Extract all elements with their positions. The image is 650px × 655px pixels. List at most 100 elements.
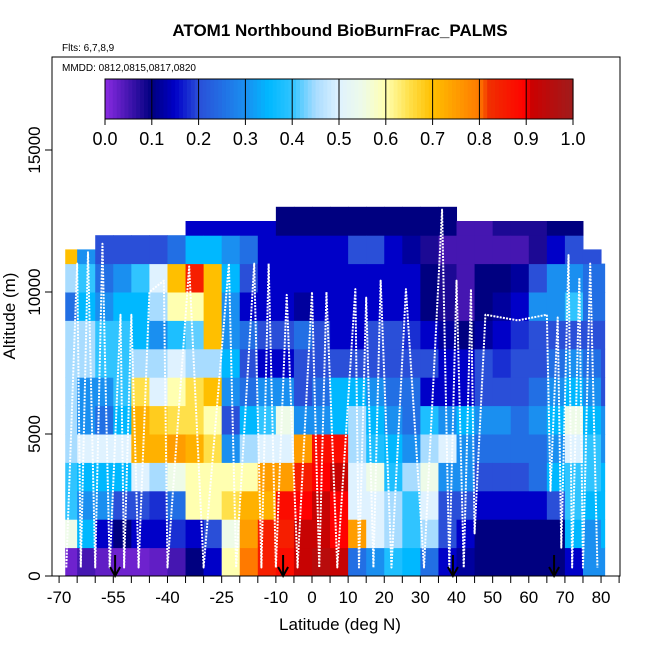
colorbar-segment — [342, 79, 348, 119]
heatmap-cell — [312, 235, 331, 265]
colorbar-segment — [444, 79, 449, 119]
heatmap-cell — [402, 263, 421, 293]
colorbar-tick-label: 0.9 — [514, 129, 539, 149]
heatmap-cell — [312, 434, 331, 463]
flight-track — [65, 208, 599, 569]
colorbar-segment — [541, 79, 547, 119]
colorbar-tick-label: 0.8 — [467, 129, 492, 149]
colorbar-segment — [471, 79, 477, 119]
heatmap-cell — [546, 348, 566, 378]
heatmap-cell — [185, 221, 205, 236]
colorbar-segment — [498, 79, 504, 119]
heatmap-cell — [528, 221, 548, 236]
heatmap-cell — [348, 519, 367, 549]
colorbar-segment — [381, 79, 387, 119]
heatmap-cell — [528, 235, 548, 265]
heatmap-cell — [203, 235, 223, 265]
heatmap-cell — [438, 377, 458, 407]
heatmap-cell — [474, 235, 494, 265]
heatmap-cell — [510, 292, 530, 321]
heatmap-cell — [402, 206, 421, 236]
heatmap-cell — [528, 434, 548, 463]
x-tick-label: 20 — [375, 588, 394, 607]
colorbar-segment — [432, 79, 438, 119]
heatmap-cell — [275, 263, 295, 293]
heatmap-cell — [492, 263, 512, 293]
heatmap-cell — [438, 405, 458, 435]
heatmap-cell — [456, 263, 476, 293]
heatmap-cell — [510, 547, 530, 577]
colorbar-segment — [155, 79, 161, 119]
heatmap-cell — [95, 263, 114, 293]
heatmap-cell — [149, 235, 168, 265]
colorbar-segment — [358, 79, 363, 119]
heatmap-cell — [77, 434, 96, 463]
colorbar-segment — [272, 79, 278, 119]
colorbar-segment — [495, 79, 500, 119]
colorbar: 0.0 0.1 0.2 0.3 0.4 0.5 0.6 0.7 0.8 0.9 1.0 — [92, 78, 586, 149]
heatmap-cell — [65, 462, 78, 492]
heatmap-cell — [601, 320, 606, 350]
heatmap-cell — [221, 377, 241, 407]
colorbar-segment — [420, 79, 426, 119]
colorbar-segment — [303, 79, 309, 119]
heatmap-cell — [113, 292, 132, 321]
heatmap-cell — [330, 490, 349, 520]
x-tick-label: 70 — [555, 588, 574, 607]
heatmap-cell — [474, 292, 494, 321]
heatmap-cell — [239, 348, 259, 378]
colorbar-segment — [502, 79, 508, 119]
heatmap-cell — [546, 221, 566, 236]
heatmap-cell — [293, 206, 313, 236]
heatmap-cell — [65, 320, 78, 350]
colorbar-segment — [214, 79, 219, 119]
heatmap-cell — [546, 434, 566, 463]
heatmap-cell — [474, 405, 494, 435]
colorbar-segment — [366, 79, 371, 119]
heatmap-cell — [275, 320, 295, 350]
colorbar-segment — [202, 79, 207, 119]
heatmap-cell — [510, 235, 530, 265]
heatmap-cell — [510, 263, 530, 293]
heatmap-cell — [510, 221, 530, 236]
heatmap-cell — [492, 405, 512, 435]
heatmap-cell — [312, 206, 331, 236]
heatmap-cell — [95, 490, 114, 520]
heatmap-cell — [312, 405, 331, 435]
colorbar-segment — [163, 79, 168, 119]
heatmap-cell — [77, 377, 96, 407]
heatmap-cell — [348, 235, 367, 265]
heatmap-cell — [221, 434, 241, 463]
x-tick-label: 10 — [339, 588, 358, 607]
heatmap-cell — [131, 235, 150, 265]
heatmap-cell — [185, 292, 205, 321]
heatmap-cell — [564, 221, 584, 236]
heatmap-cell — [185, 348, 205, 378]
colorbar-tick-label: 0.1 — [139, 129, 164, 149]
colorbar-segment — [339, 79, 344, 119]
heatmap-cell — [275, 490, 295, 520]
heatmap-cell — [366, 405, 385, 435]
colorbar-segment — [335, 79, 340, 119]
heatmap-cell — [582, 490, 602, 520]
heatmap-cell — [456, 547, 476, 577]
heatmap-cell — [492, 292, 512, 321]
heatmap-cell — [402, 235, 421, 265]
heatmap-cell — [203, 490, 223, 520]
colorbar-segment — [401, 79, 406, 119]
heatmap-cell — [203, 377, 223, 407]
heatmap-cell — [203, 547, 223, 577]
colorbar-segment — [545, 79, 551, 119]
heatmap-cell — [221, 490, 241, 520]
heatmap-cell — [257, 263, 277, 293]
heatmap-cell — [402, 519, 421, 549]
colorbar-segment — [397, 79, 402, 119]
heatmap-cell — [492, 519, 512, 549]
colorbar-segment — [491, 79, 496, 119]
colorbar-segment — [459, 79, 465, 119]
colorbar-segment — [292, 79, 297, 119]
heatmap-cell — [149, 263, 168, 293]
heatmap-cell — [420, 547, 439, 577]
heatmap-cell — [239, 490, 259, 520]
heatmap-cell — [456, 348, 476, 378]
